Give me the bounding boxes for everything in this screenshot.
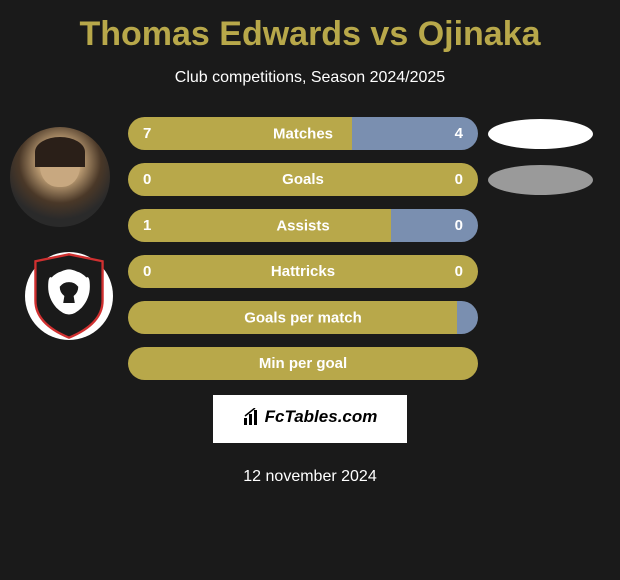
- stat-bar-left: 7: [128, 117, 352, 150]
- stat-row-min-per-goal: Min per goal: [128, 347, 610, 380]
- stat-bar-right: 0: [391, 209, 479, 242]
- stat-row-matches: 74Matches: [128, 117, 610, 150]
- footer: FcTables.com 12 november 2024: [10, 395, 610, 486]
- stat-bar-left: [128, 301, 457, 334]
- content-area: 74Matches0Goals010Assists0Hattricks0Goal…: [10, 117, 610, 380]
- oval-placeholder: [488, 257, 593, 287]
- stat-bar: 10Assists: [128, 209, 478, 242]
- stat-bar: 0 Hattricks 0: [128, 255, 478, 288]
- footer-date: 12 november 2024: [10, 468, 610, 486]
- bars-icon: [243, 408, 261, 426]
- page-title: Thomas Edwards vs Ojinaka: [10, 15, 610, 54]
- stats-column: 74Matches0Goals010Assists0Hattricks0Goal…: [128, 117, 610, 380]
- avatar-column: [10, 117, 113, 340]
- stat-oval-badge: [488, 165, 593, 195]
- brand-text: FcTables.com: [265, 407, 378, 427]
- stat-bar: 74Matches: [128, 117, 478, 150]
- main-container: Thomas Edwards vs Ojinaka Club competiti…: [0, 0, 620, 496]
- stat-bar: Min per goal: [128, 347, 478, 380]
- stat-row-goals: 0 Goals 0: [128, 163, 610, 196]
- stat-right-value: 0: [455, 171, 463, 188]
- club-logo-icon: [25, 252, 113, 340]
- stat-bar: 0 Goals 0: [128, 163, 478, 196]
- stat-right-value: 0: [455, 263, 463, 280]
- stat-left-value: 0: [143, 263, 151, 280]
- brand-logo: FcTables.com: [243, 407, 378, 427]
- club-avatar: [25, 252, 113, 340]
- stat-row-goals-per-match: Goals per match: [128, 301, 610, 334]
- oval-placeholder: [488, 303, 593, 333]
- stat-bar-left: 1: [128, 209, 391, 242]
- stat-bar-right: 4: [352, 117, 478, 150]
- brand-box: FcTables.com: [213, 395, 408, 443]
- oval-placeholder: [488, 211, 593, 241]
- oval-placeholder: [488, 349, 593, 379]
- stat-label: Hattricks: [271, 263, 335, 280]
- stat-row-assists: 10Assists: [128, 209, 610, 242]
- player-avatar: [10, 127, 110, 227]
- page-subtitle: Club competitions, Season 2024/2025: [10, 69, 610, 87]
- stat-row-hattricks: 0 Hattricks 0: [128, 255, 610, 288]
- stat-bar-right: [457, 301, 478, 334]
- stat-left-value: 0: [143, 171, 151, 188]
- stat-label: Goals: [282, 171, 324, 188]
- stat-oval-badge: [488, 119, 593, 149]
- stat-bar: Goals per match: [128, 301, 478, 334]
